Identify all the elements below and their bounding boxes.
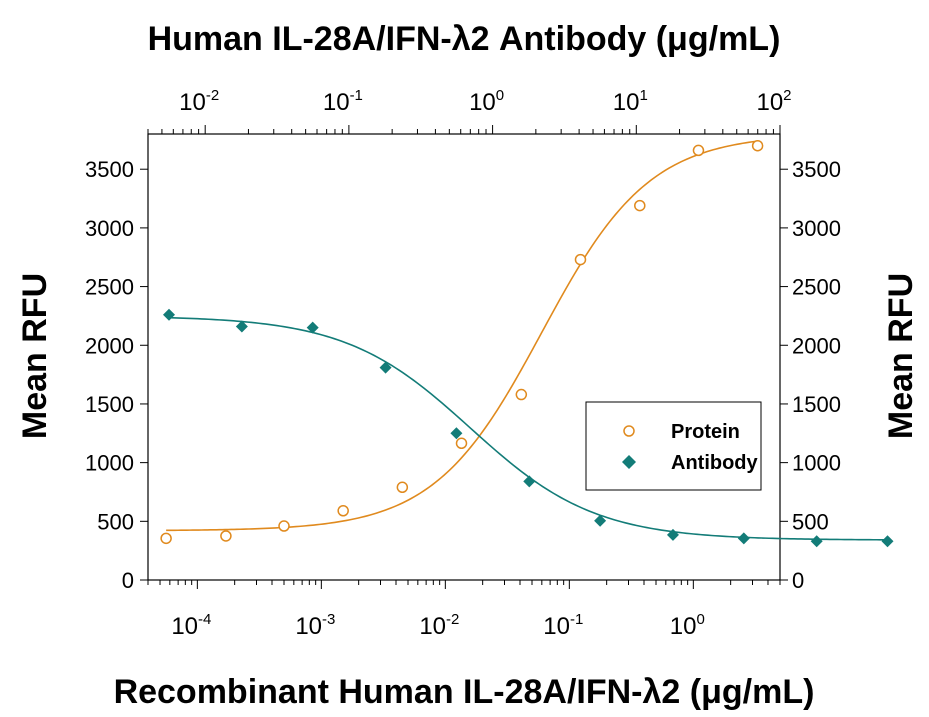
top-axis-tick-label: 10-2: [179, 87, 219, 116]
point-protein: [455, 437, 468, 450]
legend-antibody-marker: [622, 455, 636, 469]
left-axis-tick-label: 1000: [85, 451, 134, 476]
top-axis-tick-label: 101: [613, 87, 648, 116]
left-axis-tick-label: 0: [122, 568, 134, 593]
bottom-axis-tick-exponent: -1: [570, 611, 583, 628]
point-protein: [574, 253, 587, 266]
top-axis-tick-label: 100: [469, 87, 504, 116]
point-protein: [396, 481, 409, 494]
point-protein: [337, 505, 349, 517]
right-axis-ticks: 0 500 1000 1500 2000 2500 3000 3500: [780, 157, 841, 593]
plot-frame: [147, 133, 781, 581]
point-antibody: [881, 535, 894, 548]
right-axis-tick-label: 0: [792, 568, 804, 593]
fit-curve-protein: [166, 140, 758, 532]
bottom-axis-tick-exponent: 0: [697, 611, 705, 628]
left-axis-tick-label: 500: [97, 509, 134, 534]
bottom-axis-tick-label: 10-4: [171, 611, 211, 640]
top-axis-ticks: 10-2 10-1 100 101 102: [147, 87, 792, 134]
top-axis-tick-exponent: 1: [639, 87, 647, 104]
right-axis-tick-label: 500: [792, 509, 829, 534]
left-axis-tick-label: 3500: [85, 157, 134, 182]
data-points: [160, 139, 894, 548]
legend-protein-marker: [623, 425, 635, 437]
bottom-axis-ticks: 10-4 10-3 10-2 10-1 100: [147, 580, 781, 640]
top-axis-tick-exponent: -1: [350, 87, 363, 104]
point-antibody: [666, 528, 679, 541]
right-axis-tick-label: 3500: [792, 157, 841, 182]
point-protein: [692, 144, 705, 157]
bottom-axis-tick-label: 10-1: [543, 611, 583, 640]
bottom-axis-tick-label: 10-3: [295, 611, 335, 640]
right-axis-tick-label: 1000: [792, 451, 841, 476]
point-protein: [278, 520, 290, 532]
right-axis-tick-label: 1500: [792, 392, 841, 417]
point-antibody: [379, 361, 392, 374]
point-antibody: [162, 308, 175, 321]
bottom-axis-tick-exponent: -2: [446, 611, 459, 628]
point-antibody: [810, 535, 823, 548]
point-antibody: [450, 427, 463, 440]
bottom-axis-tick-label: 10-2: [419, 611, 459, 640]
legend-protein-label: Protein: [671, 421, 740, 443]
top-axis-tick-label: 10-1: [323, 87, 363, 116]
point-antibody: [235, 320, 248, 333]
legend: Protein Antibody: [585, 401, 762, 491]
point-protein: [634, 199, 646, 212]
legend-antibody-label: Antibody: [671, 452, 759, 474]
point-antibody: [737, 532, 750, 545]
point-protein: [220, 530, 232, 542]
point-protein: [751, 139, 764, 152]
top-axis-tick-exponent: 0: [496, 87, 504, 104]
left-axis-tick-label: 3000: [85, 216, 134, 241]
left-axis-ticks: 0 500 1000 1500 2000 2500 3000 3500: [85, 157, 148, 593]
right-axis-tick-label: 2500: [792, 275, 841, 300]
point-antibody: [306, 321, 319, 334]
right-axis-title: Mean RFU: [882, 273, 920, 439]
left-axis-tick-label: 1500: [85, 392, 134, 417]
top-axis-tick-exponent: -2: [206, 87, 219, 104]
point-antibody: [594, 514, 607, 527]
point-protein: [515, 388, 528, 401]
bottom-axis-tick-label: 100: [670, 611, 705, 640]
left-axis-title: Mean RFU: [16, 273, 54, 439]
bottom-axis-title: Recombinant Human IL-28A/IFN-λ2 (μg/mL): [114, 673, 815, 711]
legend-box: [585, 401, 762, 491]
point-antibody: [523, 475, 536, 488]
right-axis-tick-label: 2000: [792, 333, 841, 358]
left-axis-tick-label: 2500: [85, 275, 134, 300]
right-axis-tick-label: 3000: [792, 216, 841, 241]
top-axis-tick-exponent: 2: [783, 87, 791, 104]
bottom-axis-tick-exponent: -4: [198, 611, 211, 628]
left-axis-tick-label: 2000: [85, 333, 134, 358]
point-protein: [160, 532, 172, 545]
bottom-axis-tick-exponent: -3: [322, 611, 335, 628]
top-axis-tick-label: 102: [756, 87, 791, 116]
top-axis-title: Human IL-28A/IFN-λ2 Antibody (μg/mL): [148, 20, 781, 58]
